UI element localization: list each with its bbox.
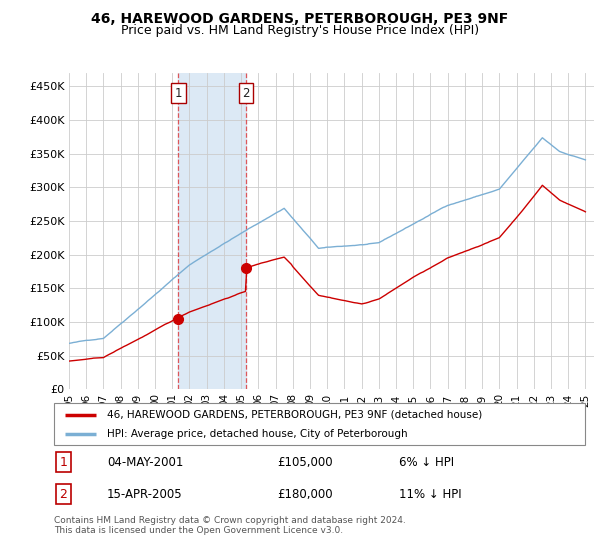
Text: 6% ↓ HPI: 6% ↓ HPI <box>399 456 454 469</box>
Text: 2: 2 <box>59 488 67 501</box>
Text: This data is licensed under the Open Government Licence v3.0.: This data is licensed under the Open Gov… <box>54 526 343 535</box>
Text: £180,000: £180,000 <box>277 488 332 501</box>
Text: 15-APR-2005: 15-APR-2005 <box>107 488 183 501</box>
Text: 04-MAY-2001: 04-MAY-2001 <box>107 456 184 469</box>
Text: 1: 1 <box>59 456 67 469</box>
Text: 46, HAREWOOD GARDENS, PETERBOROUGH, PE3 9NF: 46, HAREWOOD GARDENS, PETERBOROUGH, PE3 … <box>91 12 509 26</box>
Text: HPI: Average price, detached house, City of Peterborough: HPI: Average price, detached house, City… <box>107 429 408 439</box>
Text: 11% ↓ HPI: 11% ↓ HPI <box>399 488 462 501</box>
Text: Contains HM Land Registry data © Crown copyright and database right 2024.: Contains HM Land Registry data © Crown c… <box>54 516 406 525</box>
Text: £105,000: £105,000 <box>277 456 332 469</box>
Text: 46, HAREWOOD GARDENS, PETERBOROUGH, PE3 9NF (detached house): 46, HAREWOOD GARDENS, PETERBOROUGH, PE3 … <box>107 409 482 419</box>
Text: 1: 1 <box>175 87 182 100</box>
Text: 2: 2 <box>242 87 250 100</box>
Bar <box>178 73 246 389</box>
Text: Price paid vs. HM Land Registry's House Price Index (HPI): Price paid vs. HM Land Registry's House … <box>121 24 479 37</box>
